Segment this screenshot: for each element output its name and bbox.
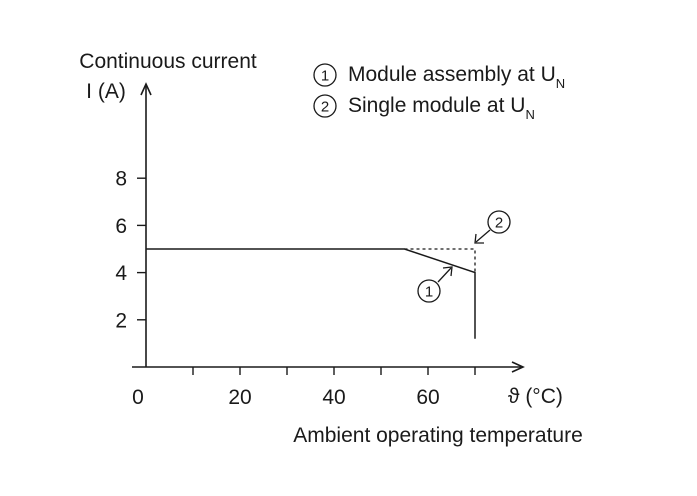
- axes: [132, 82, 525, 373]
- callout-circle-1: [417, 279, 441, 303]
- legend-label-1: Module assembly at UN: [348, 63, 565, 91]
- legend-marker-circle-2: [313, 94, 337, 118]
- legend-item-2: 2 Single module at UN: [313, 94, 535, 122]
- series-line-1: [146, 248, 476, 339]
- callout-label-1: 1: [425, 284, 433, 301]
- legend: 1 Module assembly at UN 2 Single module …: [313, 63, 565, 122]
- callout-arrowhead-2: [474, 233, 484, 244]
- x-axis-title: Ambient operating temperature: [293, 424, 583, 447]
- y-axis-title-line1: Continuous current: [79, 50, 257, 73]
- callout-series-1: 1: [417, 266, 453, 303]
- legend-label-2-subscript: N: [525, 107, 534, 122]
- y-tick-label: 4: [115, 262, 127, 285]
- y-tick-label: 2: [115, 309, 127, 332]
- legend-marker-circle-1: [313, 63, 337, 87]
- legend-marker-label-1: 1: [321, 68, 329, 85]
- series: [146, 248, 476, 339]
- y-tick-label: 6: [115, 215, 127, 238]
- callout-leader-1: [437, 267, 452, 283]
- y-tick-label: 8: [115, 168, 127, 191]
- callout-circle-2: [487, 210, 511, 234]
- series-line-2: [404, 248, 476, 273]
- y-axis-title-line2: I (A): [86, 80, 126, 103]
- legend-item-1: 1 Module assembly at UN: [313, 63, 565, 91]
- legend-marker-label-2: 2: [321, 99, 329, 116]
- legend-label-2: Single module at UN: [348, 94, 535, 122]
- x-tick-label: 60: [416, 386, 439, 409]
- callout-arrowhead-1: [442, 266, 453, 277]
- x-tick-label: 40: [322, 386, 345, 409]
- x-tick-label: 0: [132, 386, 144, 409]
- legend-label-2-text: Single module at U: [348, 94, 525, 117]
- callout-series-2: 2: [474, 210, 511, 244]
- y-axis-arrow: [140, 82, 152, 96]
- x-axis-arrow: [511, 361, 525, 373]
- legend-label-1-text: Module assembly at U: [348, 63, 556, 86]
- callout-label-2: 2: [495, 215, 503, 232]
- legend-label-1-subscript: N: [556, 76, 565, 91]
- ticks: 0 20 40 60 2 4 6 8: [115, 168, 476, 409]
- callout-leader-2: [475, 229, 491, 243]
- x-axis-symbol: ϑ (°C): [508, 385, 563, 408]
- x-tick-label: 20: [228, 386, 251, 409]
